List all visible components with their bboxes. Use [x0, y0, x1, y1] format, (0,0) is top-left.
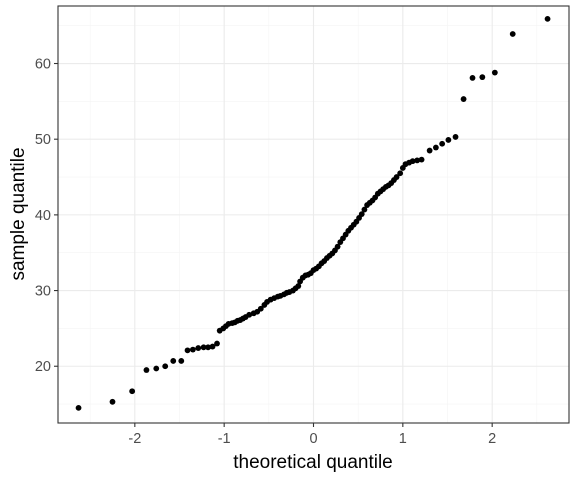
y-tick-label: 20 [35, 359, 51, 375]
y-tick-label: 50 [35, 132, 51, 148]
data-point [469, 74, 476, 81]
data-point [246, 311, 253, 318]
data-point [205, 344, 211, 351]
data-point [358, 211, 365, 218]
data-point [184, 347, 191, 354]
data-points [75, 15, 551, 411]
y-tick-label: 40 [35, 208, 51, 224]
data-point [170, 358, 177, 364]
data-point [439, 140, 446, 147]
data-point [409, 158, 416, 165]
data-point [426, 147, 433, 154]
data-point [195, 345, 202, 351]
data-point [479, 74, 486, 81]
data-point [460, 96, 467, 102]
data-point [257, 305, 264, 312]
x-tick-label: 0 [309, 431, 317, 447]
data-point [544, 15, 551, 22]
data-point [418, 156, 425, 163]
data-point [414, 157, 421, 164]
data-point [445, 137, 452, 143]
y-tick-label: 60 [35, 57, 51, 73]
data-point [509, 31, 516, 37]
y-tick-label: 30 [35, 284, 51, 300]
data-point [129, 388, 136, 395]
data-point [153, 365, 160, 372]
data-point [143, 367, 150, 373]
data-point [189, 346, 196, 353]
x-tick-label: 2 [488, 431, 496, 447]
x-tick-label: -2 [128, 431, 141, 447]
grid-major [58, 6, 569, 423]
data-point [491, 69, 498, 76]
y-axis-title: sample quantile [8, 147, 29, 280]
data-point [75, 404, 82, 411]
data-point [393, 174, 400, 180]
data-point [432, 144, 439, 151]
data-point [200, 344, 207, 351]
data-point [295, 283, 302, 289]
data-point [452, 134, 459, 140]
data-point [162, 363, 169, 370]
data-point [178, 358, 185, 364]
data-point [209, 343, 216, 350]
data-point [397, 170, 404, 177]
data-point [361, 206, 368, 213]
x-axis-ticks: -2 -1 0 1 2 [128, 423, 496, 447]
x-tick-label: 1 [399, 431, 407, 447]
data-point [214, 340, 220, 347]
x-axis-title: theoretical quantile [233, 452, 393, 473]
y-axis-ticks: 20 30 40 50 60 [35, 57, 58, 375]
data-point [334, 243, 341, 250]
x-tick-label: -1 [218, 431, 231, 447]
data-point [109, 398, 116, 405]
